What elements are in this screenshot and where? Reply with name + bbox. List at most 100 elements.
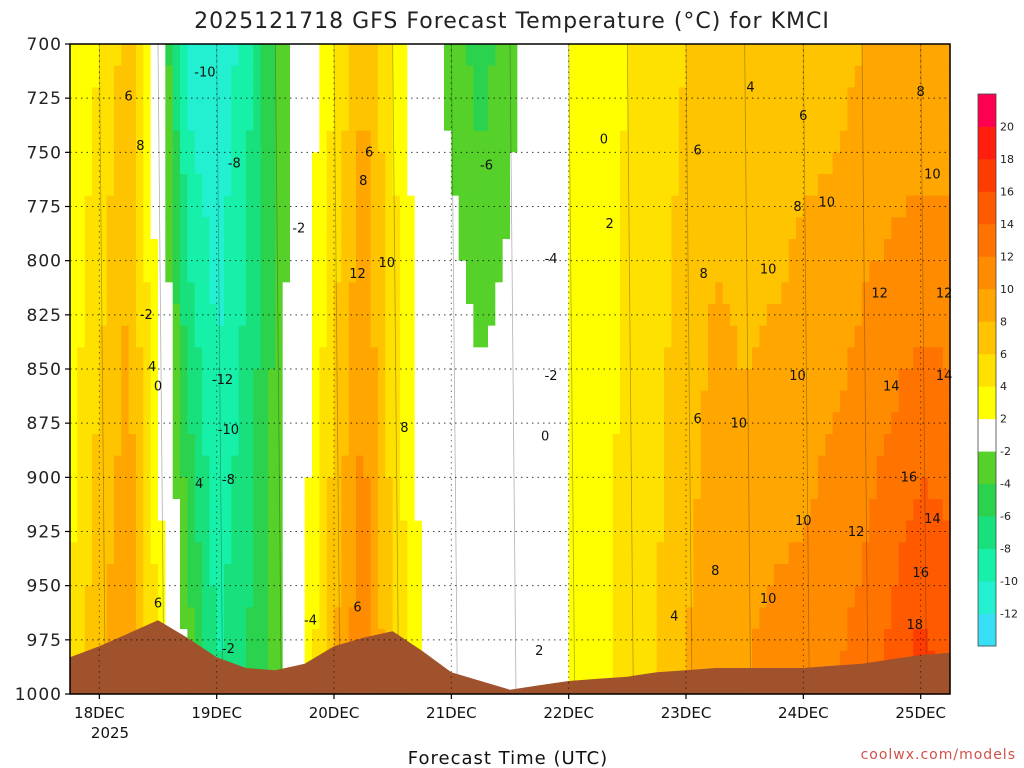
field-cell: [370, 477, 379, 500]
field-cell: [466, 260, 474, 283]
field-cell: [363, 174, 372, 197]
field-cell: [392, 239, 401, 262]
field-cell: [378, 217, 386, 240]
field-cell: [392, 87, 401, 110]
field-cell: [686, 477, 694, 500]
field-cell: [304, 152, 313, 175]
field-cell: [158, 585, 166, 608]
field-cell: [150, 65, 159, 88]
colorbar-swatch: [978, 386, 996, 420]
field-cell: [268, 520, 276, 543]
field-cell: [876, 607, 885, 630]
field-cell: [942, 195, 951, 218]
field-cell: [942, 347, 951, 370]
field-cell: [774, 455, 782, 478]
field-cell: [686, 499, 694, 522]
field-cell: [656, 455, 665, 478]
field-cell: [524, 564, 533, 587]
field-cell: [260, 325, 269, 348]
field-cell: [693, 369, 702, 392]
field-cell: [436, 282, 445, 305]
field-cell: [898, 260, 907, 283]
field-cell: [224, 217, 232, 240]
field-cell: [532, 629, 540, 652]
field-cell: [502, 564, 511, 587]
field-cell: [77, 542, 86, 565]
field-cell: [385, 109, 394, 132]
field-cell: [546, 109, 555, 132]
field-cell: [84, 260, 93, 283]
field-cell: [576, 239, 584, 262]
field-cell: [598, 455, 606, 478]
field-cell: [502, 477, 511, 500]
field-cell: [341, 109, 350, 132]
field-cell: [730, 542, 738, 565]
field-cell: [385, 44, 394, 67]
field-cell: [832, 477, 841, 500]
field-cell: [825, 130, 834, 153]
field-cell: [561, 585, 570, 608]
field-cell: [818, 564, 826, 587]
field-cell: [708, 412, 716, 435]
field-cell: [84, 217, 93, 240]
field-cell: [363, 585, 372, 608]
field-cell: [400, 282, 408, 305]
field-cell: [730, 109, 738, 132]
field-cell: [906, 629, 914, 652]
field-cell: [590, 325, 599, 348]
field-cell: [576, 650, 584, 673]
field-cell: [576, 564, 584, 587]
field-cell: [935, 130, 944, 153]
field-cell: [92, 477, 100, 500]
field-cell: [275, 239, 284, 262]
field-cell: [935, 455, 944, 478]
field-cell: [752, 217, 760, 240]
field-cell: [502, 109, 511, 132]
field-cell: [143, 390, 152, 413]
field-cell: [268, 260, 276, 283]
field-cell: [444, 195, 452, 218]
field-cell: [612, 174, 621, 197]
field-cell: [290, 434, 298, 457]
field-cell: [348, 629, 357, 652]
field-cell: [642, 174, 650, 197]
field-cell: [862, 455, 870, 478]
field-cell: [238, 174, 247, 197]
field-cell: [664, 217, 672, 240]
field-cell: [634, 152, 643, 175]
field-cell: [363, 260, 372, 283]
field-cell: [700, 174, 709, 197]
field-cell: [818, 499, 826, 522]
field-cell: [788, 369, 797, 392]
field-cell: [854, 564, 863, 587]
field-cell: [312, 65, 320, 88]
field-cell: [510, 369, 518, 392]
field-cell: [891, 607, 900, 630]
field-cell: [106, 109, 115, 132]
field-cell: [407, 174, 416, 197]
contour-label: -10: [218, 423, 239, 438]
field-cell: [165, 499, 174, 522]
field-cell: [187, 109, 196, 132]
field-cell: [458, 564, 467, 587]
field-cell: [546, 499, 555, 522]
field-cell: [612, 65, 621, 88]
field-cell: [678, 87, 687, 110]
field-cell: [378, 347, 386, 370]
field-cell: [568, 195, 577, 218]
field-cell: [649, 239, 658, 262]
field-cell: [92, 499, 100, 522]
field-cell: [180, 304, 188, 327]
field-cell: [627, 130, 636, 153]
field-cell: [238, 347, 247, 370]
field-cell: [92, 282, 100, 305]
field-cell: [290, 412, 298, 435]
field-cell: [627, 217, 636, 240]
field-cell: [180, 130, 188, 153]
field-cell: [803, 239, 812, 262]
field-cell: [891, 347, 900, 370]
field-cell: [290, 347, 298, 370]
field-cell: [414, 87, 423, 110]
field-cell: [524, 434, 533, 457]
field-cell: [480, 325, 489, 348]
